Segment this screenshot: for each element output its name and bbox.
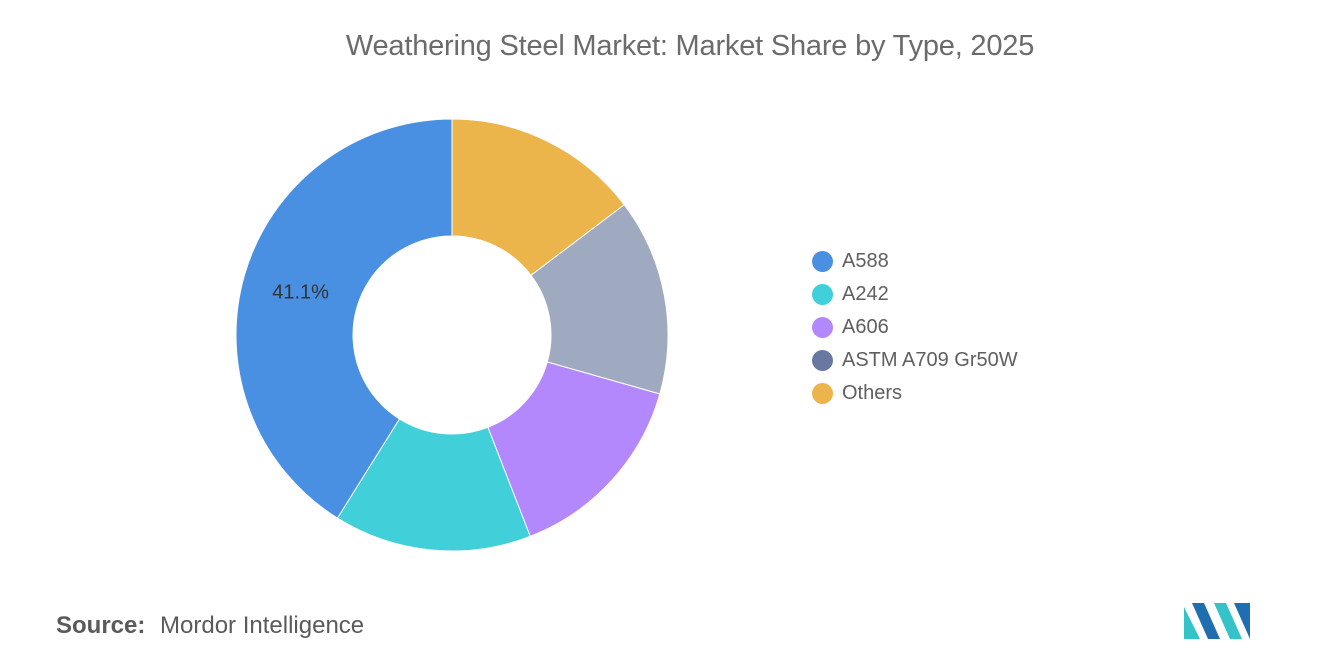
legend-swatch-a242 <box>812 284 833 305</box>
source-line: Source: Mordor Intelligence <box>56 612 364 640</box>
slice-a242 <box>336 418 531 552</box>
slice-others <box>451 118 626 277</box>
legend-swatch-a588 <box>812 251 833 272</box>
legend-label-astm-a709-gr50w: ASTM A709 Gr50W <box>842 349 1018 371</box>
source-label: Source: <box>56 612 146 639</box>
legend-swatch-astm-a709-gr50w <box>812 350 833 371</box>
legend-label-a606: A606 <box>842 316 889 338</box>
chart-title: Weathering Steel Market: Market Share by… <box>345 30 1035 62</box>
legend-item-a242: A242 <box>812 278 1018 311</box>
legend-label-a588: A588 <box>842 250 889 272</box>
data-label-a588: 41.1% <box>272 282 329 304</box>
legend-label-a242: A242 <box>842 283 889 305</box>
source-value: Mordor Intelligence <box>160 612 365 639</box>
legend-item-a588: A588 <box>812 245 1018 278</box>
legend: A588 A242 A606 ASTM A709 Gr50W Others <box>812 245 1018 410</box>
mordor-intelligence-logo-icon <box>1184 603 1250 639</box>
legend-item-others: Others <box>812 377 1018 410</box>
slice-a588 <box>235 118 453 519</box>
legend-item-a606: A606 <box>812 311 1018 344</box>
legend-swatch-a606 <box>812 317 833 338</box>
data-labels: 41.1% <box>272 282 329 304</box>
legend-item-astm-a709-gr50w: ASTM A709 Gr50W <box>812 344 1018 377</box>
donut-slices <box>235 118 669 552</box>
legend-swatch-others <box>812 383 833 404</box>
slice-a606 <box>487 361 661 537</box>
legend-label-others: Others <box>842 382 903 404</box>
slice-astm-a709-gr50w <box>530 204 669 395</box>
